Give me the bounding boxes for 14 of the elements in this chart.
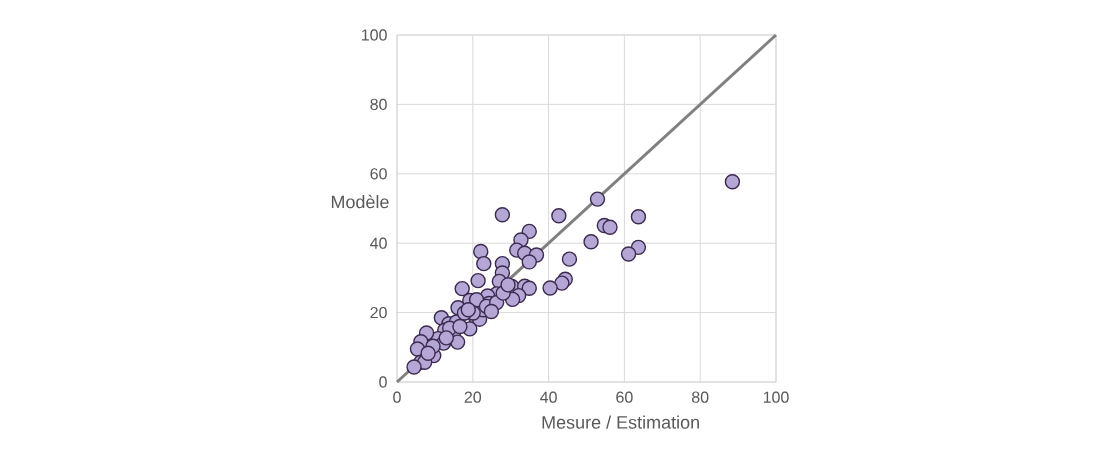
x-tick-label: 20 xyxy=(464,391,482,403)
y-tick-label: 40 xyxy=(370,237,387,249)
x-tick-label: 40 xyxy=(540,391,557,403)
x-axis-title: Mesure / Estimation xyxy=(542,415,699,429)
x-tick-label: 60 xyxy=(616,391,633,403)
x-tick-label: 80 xyxy=(691,391,709,403)
y-tick-label: 0 xyxy=(379,376,387,388)
y-tick-label: 20 xyxy=(370,306,387,319)
y-tick-label: 80 xyxy=(370,98,387,111)
y-tick-label: 100 xyxy=(362,29,387,41)
x-tick-label: 0 xyxy=(393,391,401,403)
y-tick-label: 60 xyxy=(370,168,387,180)
x-tick-label: 100 xyxy=(763,391,789,403)
y-axis-title: Modèle xyxy=(331,194,389,209)
